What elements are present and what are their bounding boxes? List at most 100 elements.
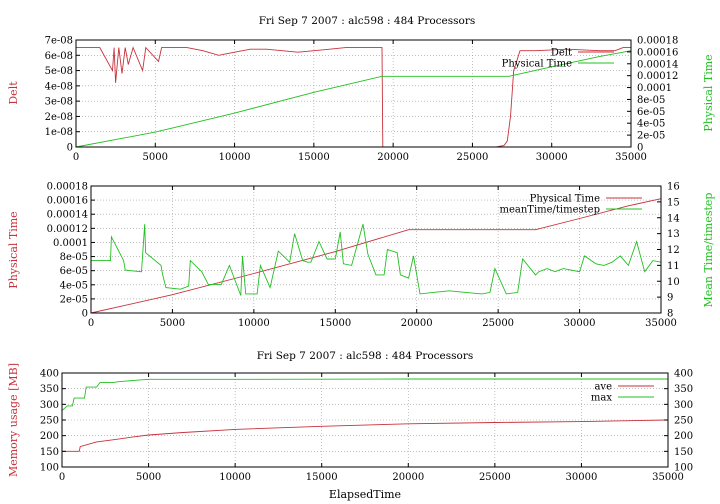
y-tick-label-right: 4e-05	[637, 119, 665, 130]
y-tick-label-right: 100	[674, 463, 693, 474]
y-tick-label-left: 100	[40, 463, 59, 474]
x-tick-label: 30000	[536, 152, 568, 163]
y-tick-label-left: 0.00016	[47, 196, 88, 207]
x-tick-label: 15000	[306, 472, 338, 483]
legend-label: Delt	[551, 48, 572, 59]
y-tick-label-left: 0.00018	[47, 182, 88, 193]
y-tick-label-right: 11	[667, 261, 680, 272]
chart-1-title: Fri Sep 7 2007 : alc598 : 484 Processors	[259, 15, 476, 27]
chart-1-ticks: 0 5000 10000 15000 20000 25000 30000 3500001e-0…	[45, 36, 679, 164]
chart-2-ylabel-right: Mean Time/timestep	[702, 193, 715, 308]
y-tick-label-left: 250	[40, 416, 59, 427]
chart-1-grid	[76, 40, 631, 147]
chart-2-ylabel-left: Physical Time	[7, 211, 20, 288]
y-tick-label-left: 2e-05	[60, 294, 88, 305]
x-tick-label: 0	[88, 318, 94, 329]
chart-3-ticks: 0 5000 10000 15000 20000 25000 30000 3500010015…	[40, 369, 693, 484]
y-tick-label-right: 0.00014	[637, 59, 678, 70]
y-tick-label-left: 150	[40, 447, 59, 458]
x-tick-label: 15000	[298, 152, 330, 163]
x-tick-label: 25000	[479, 472, 511, 483]
y-tick-label-right: 150	[674, 447, 693, 458]
y-tick-label-left: 0.00012	[47, 224, 88, 235]
y-tick-label-right: 2e-05	[637, 131, 665, 142]
legend-label: Physical Time	[502, 59, 572, 70]
y-tick-label-right: 15	[667, 197, 680, 208]
y-tick-label-left: 6e-05	[60, 266, 88, 277]
y-tick-label-left: 350	[40, 384, 59, 395]
y-tick-label-left: 1e-08	[45, 127, 73, 138]
x-tick-label: 20000	[401, 318, 433, 329]
y-tick-label-right: 0.0001	[637, 83, 672, 94]
y-tick-label-right: 350	[674, 384, 693, 395]
x-tick-label: 35000	[652, 472, 684, 483]
chart-panel-1: Fri Sep 7 2007 : alc598 : 484 Processors…	[7, 15, 715, 163]
x-tick-label: 0	[73, 152, 79, 163]
x-tick-label: 5000	[143, 152, 168, 163]
y-tick-label-right: 0	[637, 143, 643, 154]
y-tick-label-right: 10	[667, 277, 680, 288]
y-tick-label-left: 0	[82, 309, 88, 320]
chart-panel-2: 0 5000 10000 15000 20000 25000 30000 35000 0 2e-0…	[7, 182, 715, 330]
chart-3-title: Fri Sep 7 2007 : alc598 : 484 Processors	[257, 350, 474, 362]
chart-2-frame	[90, 185, 662, 314]
legend-label: ave	[594, 382, 612, 393]
y-tick-label-left: 0.00014	[47, 210, 88, 221]
chart-3-frame	[61, 372, 669, 468]
y-tick-label-left: 8e-05	[60, 252, 88, 263]
chart-3-grid	[62, 373, 668, 467]
chart-panel-3: Fri Sep 7 2007 : alc598 : 484 Processors…	[7, 350, 693, 501]
y-tick-label-right: 400	[674, 369, 693, 380]
x-tick-label: 35000	[645, 318, 677, 329]
y-tick-label-right: 0.00012	[637, 71, 678, 82]
chart-1-ylabel-left: Delt	[7, 81, 20, 105]
series-line-physical-time	[75, 50, 632, 148]
x-tick-label: 25000	[482, 318, 514, 329]
x-tick-label: 0	[59, 472, 65, 483]
x-tick-label: 5000	[136, 472, 161, 483]
series-line-ave	[62, 419, 669, 452]
series-line-meantime-timestep	[91, 223, 662, 296]
x-tick-label: 5000	[160, 318, 185, 329]
y-tick-label-right: 16	[667, 182, 680, 193]
y-tick-label-left: 0.0001	[53, 238, 88, 249]
y-tick-label-left: 0	[67, 143, 73, 154]
x-tick-label: 10000	[219, 152, 251, 163]
chart-3-ylabel-left: Memory usage [MB]	[7, 363, 20, 477]
y-tick-label-left: 400	[40, 369, 59, 380]
y-tick-label-right: 8e-05	[637, 95, 665, 106]
y-tick-label-left: 6e-08	[45, 51, 73, 62]
y-tick-label-right: 12	[667, 245, 680, 256]
x-tick-label: 15000	[319, 318, 351, 329]
chart-1-series	[75, 46, 632, 148]
chart-1-frame	[75, 39, 632, 148]
y-tick-label-left: 300	[40, 400, 59, 411]
legend-label: Physical Time	[530, 194, 600, 205]
y-tick-label-right: 0.00018	[637, 36, 678, 47]
x-tick-label: 20000	[392, 472, 424, 483]
legend-label: meanTime/timestep	[499, 205, 600, 216]
x-tick-label: 10000	[238, 318, 270, 329]
y-tick-label-right: 8	[667, 309, 673, 320]
y-tick-label-left: 3e-08	[45, 97, 73, 108]
y-tick-label-right: 0.00016	[637, 47, 678, 58]
chart-2-series	[90, 198, 662, 314]
y-tick-label-right: 300	[674, 400, 693, 411]
x-tick-label: 30000	[564, 318, 596, 329]
y-tick-label-right: 200	[674, 431, 693, 442]
y-tick-label-left: 200	[40, 431, 59, 442]
y-tick-label-right: 13	[667, 229, 680, 240]
chart-3-series	[61, 378, 669, 452]
x-tick-label: 30000	[566, 472, 598, 483]
y-tick-label-right: 250	[674, 416, 693, 427]
y-tick-label-left: 5e-08	[45, 66, 73, 77]
y-tick-label-left: 2e-08	[45, 112, 73, 123]
chart-2-grid	[91, 186, 661, 313]
y-tick-label-right: 14	[667, 213, 680, 224]
x-tick-label: 25000	[457, 152, 489, 163]
y-tick-label-right: 9	[667, 293, 673, 304]
